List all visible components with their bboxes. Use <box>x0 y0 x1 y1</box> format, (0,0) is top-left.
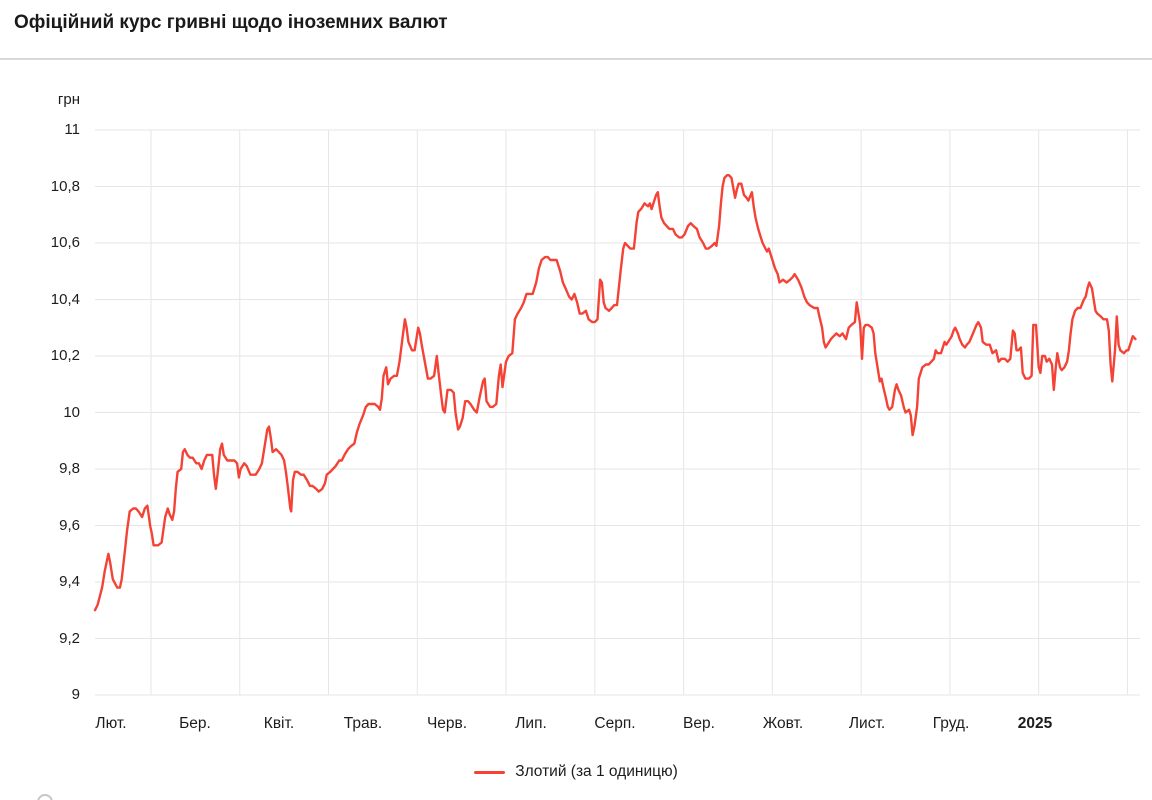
y-tick-label: 9,6 <box>59 516 80 534</box>
x-tick-label: Вер. <box>683 715 715 732</box>
y-tick-label: 9,8 <box>59 460 80 477</box>
title-divider <box>0 58 1152 60</box>
x-tick-label: Лист. <box>848 715 886 732</box>
y-tick-label: 10,4 <box>50 290 80 308</box>
y-tick-label: 10,2 <box>50 347 80 364</box>
x-tick-label: Серп. <box>594 715 636 732</box>
chart-legend[interactable]: Злотий (за 1 одиницю) <box>0 760 1152 784</box>
x-tick-label: Лют. <box>95 715 127 732</box>
series-legend-label: Злотий (за 1 одиницю) <box>515 763 678 780</box>
x-tick-label: Квіт. <box>263 715 295 732</box>
x-tick-label: Трав. <box>343 715 383 732</box>
series-line-marker <box>474 770 506 774</box>
x-tick-label: Черв. <box>426 715 468 732</box>
x-tick-label: Груд. <box>932 715 970 732</box>
x-tick-label: Лип. <box>515 715 547 732</box>
y-tick-label: 9 <box>71 686 80 703</box>
y-axis-unit-label: грн <box>57 91 80 108</box>
y-tick-label: 10,8 <box>50 177 80 195</box>
series-line-zloty[interactable] <box>93 173 1137 612</box>
page-title: Офіційний курс гривні щодо іноземних вал… <box>14 12 448 33</box>
y-tick-label: 10 <box>63 403 80 421</box>
y-tick-label: 11 <box>64 121 80 138</box>
x-tick-label: Жовт. <box>762 715 804 732</box>
y-tick-label: 10,6 <box>50 234 80 251</box>
y-tick-label: 9,4 <box>59 573 80 590</box>
x-tick-label: Бер. <box>179 715 211 732</box>
y-tick-label: 9,2 <box>59 629 80 647</box>
x-tick-label: 2025 <box>1017 715 1053 732</box>
